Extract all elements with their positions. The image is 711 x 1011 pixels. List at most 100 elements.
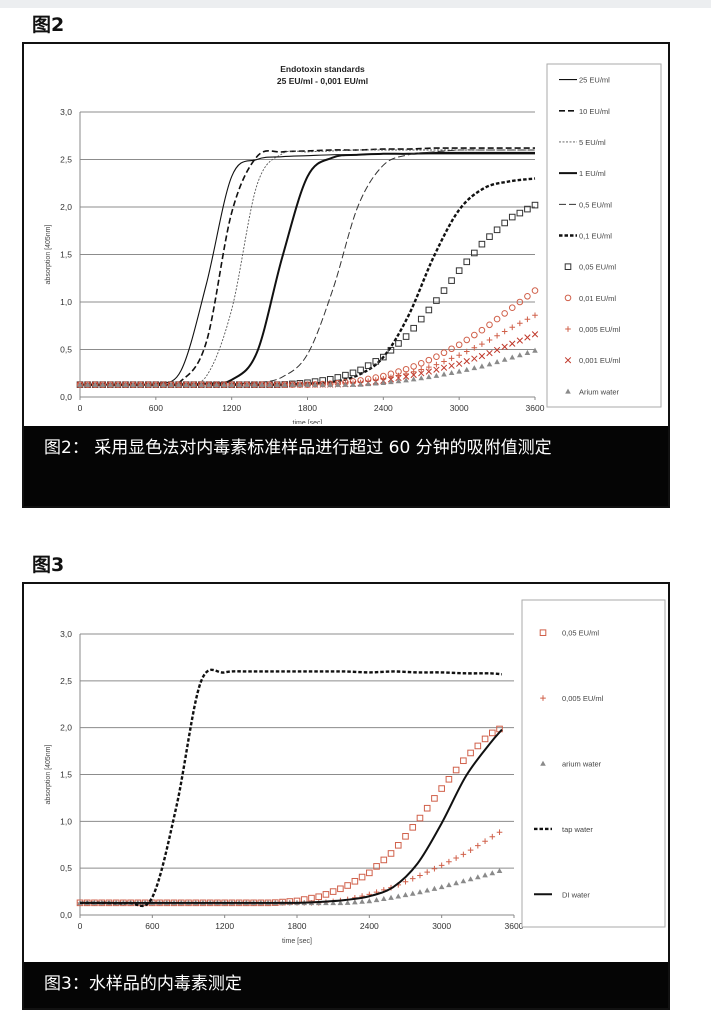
legend-label: 0,1 EU/ml	[579, 232, 612, 241]
y-axis-label: absorption [405nm]	[45, 224, 52, 284]
legend-marker	[564, 294, 572, 302]
x-tick-label: 600	[145, 921, 159, 931]
data-point	[494, 359, 500, 365]
data-point	[486, 321, 493, 329]
data-point	[475, 874, 481, 880]
data-point	[425, 356, 433, 364]
data-point	[501, 219, 508, 227]
data-point	[357, 381, 364, 387]
chart-title: Endotoxin standards	[280, 64, 365, 74]
legend-label: arium water	[562, 760, 602, 769]
data-point	[531, 287, 539, 294]
data-point	[486, 337, 493, 343]
data-point	[453, 880, 459, 886]
legend-marker	[564, 357, 572, 364]
legend-marker	[539, 629, 547, 637]
data-point	[508, 304, 516, 312]
data-point	[475, 842, 481, 849]
data-point	[448, 369, 455, 376]
data-point	[524, 293, 531, 300]
legend-marker	[565, 326, 571, 332]
data-point	[92, 381, 98, 387]
data-point	[431, 885, 438, 891]
data-point	[479, 341, 485, 347]
chart-water-samples: 0,0 0,5 1,0 1,5 2,0 2,5 3,0 0 600 1200 1800 2400 300…	[45, 599, 666, 945]
data-point	[395, 893, 402, 899]
data-point	[410, 371, 417, 379]
data-point	[441, 358, 447, 365]
legend-marker	[540, 760, 546, 766]
data-point	[213, 381, 220, 387]
data-point	[474, 742, 482, 750]
y-tick-label: 2,5	[60, 155, 72, 165]
data-point	[334, 374, 342, 381]
data-point	[440, 287, 448, 294]
y-tick-label: 2,5	[60, 676, 72, 686]
data-point	[351, 877, 359, 885]
data-point	[228, 381, 235, 387]
data-point	[115, 381, 121, 387]
y-tick-label: 1,5	[60, 250, 72, 260]
data-point	[482, 838, 488, 844]
series-arium-water	[77, 867, 503, 906]
data-point	[489, 870, 496, 876]
data-point	[460, 757, 467, 765]
figure-2-label: 图2	[32, 14, 65, 36]
data-point	[418, 366, 425, 373]
y-tick-label: 2,0	[60, 202, 72, 212]
data-point	[251, 381, 258, 387]
data-point	[337, 885, 344, 893]
legend-item: 0,1 EU/ml	[559, 232, 612, 241]
data-point	[84, 381, 91, 387]
data-point	[395, 340, 402, 347]
data-point	[344, 882, 351, 889]
data-point	[517, 352, 523, 358]
data-point	[409, 890, 416, 896]
data-point	[388, 379, 394, 385]
data-point	[373, 863, 380, 870]
data-point	[448, 345, 455, 353]
x-tick-label: 2400	[374, 403, 393, 413]
legend-label: DI water	[562, 890, 590, 899]
legend-item: Arium water	[565, 387, 620, 396]
data-point	[516, 298, 524, 306]
series-arium-water	[77, 347, 538, 387]
data-point	[145, 381, 152, 387]
x-tick-label: 3600	[526, 403, 545, 413]
legend: 0,05 EU/ml 0,005 EU/ml arium water tap wate…	[521, 599, 666, 928]
legend-label: tap water	[562, 825, 593, 834]
legend-item: arium water	[540, 760, 602, 769]
data-point	[501, 328, 508, 335]
data-point	[501, 356, 508, 362]
legend-marker	[565, 388, 571, 394]
data-point	[508, 213, 516, 221]
data-point	[403, 377, 409, 383]
series-di-water	[79, 728, 503, 904]
x-axis-label: time [sec]	[293, 420, 323, 424]
figure-3: 0,0 0,5 1,0 1,5 2,0 2,5 3,0 0 600 1200 1800 2400 300…	[22, 582, 670, 1010]
y-axis-label: absorption [405nm]	[45, 744, 52, 804]
data-point	[448, 277, 455, 284]
data-point	[471, 249, 478, 257]
data-point	[394, 842, 402, 849]
data-point	[501, 310, 508, 317]
data-point	[327, 381, 334, 387]
data-point	[236, 381, 243, 387]
x-tick-label: 1200	[215, 921, 234, 931]
data-point	[99, 381, 106, 387]
data-point	[471, 365, 478, 371]
legend-item: 0,01 EU/ml	[564, 294, 616, 303]
data-point	[373, 897, 380, 903]
data-point	[244, 381, 250, 387]
data-point	[481, 735, 489, 743]
y-tick-label: 0,5	[60, 345, 72, 355]
y-tick-label: 0,5	[60, 863, 72, 873]
legend-label: 1 EU/ml	[579, 169, 606, 178]
data-point	[463, 358, 470, 365]
data-point	[342, 381, 349, 387]
data-point	[359, 898, 365, 904]
data-point	[425, 368, 432, 375]
data-point	[452, 766, 460, 774]
data-point	[448, 355, 455, 362]
data-point	[410, 376, 417, 382]
